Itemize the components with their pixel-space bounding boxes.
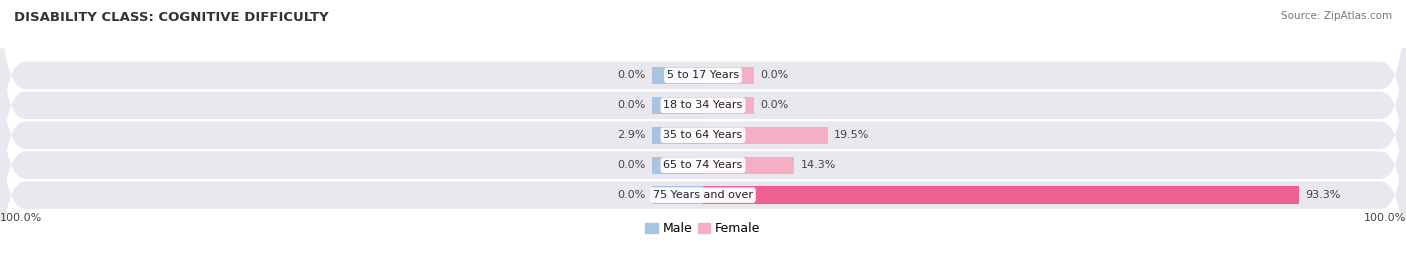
Text: 0.0%: 0.0% <box>617 100 645 110</box>
Text: 0.0%: 0.0% <box>617 160 645 170</box>
Text: DISABILITY CLASS: COGNITIVE DIFFICULTY: DISABILITY CLASS: COGNITIVE DIFFICULTY <box>14 11 329 24</box>
Text: 35 to 64 Years: 35 to 64 Years <box>664 130 742 140</box>
Text: 0.0%: 0.0% <box>761 70 789 80</box>
Bar <box>703 127 828 144</box>
Text: 100.0%: 100.0% <box>0 213 42 222</box>
Bar <box>703 186 1299 204</box>
FancyBboxPatch shape <box>0 59 1406 269</box>
Text: 100.0%: 100.0% <box>1364 213 1406 222</box>
Text: 5 to 17 Years: 5 to 17 Years <box>666 70 740 80</box>
Text: 2.9%: 2.9% <box>617 130 645 140</box>
Bar <box>703 97 754 114</box>
Text: 0.0%: 0.0% <box>617 70 645 80</box>
Bar <box>652 186 703 204</box>
Text: 75 Years and over: 75 Years and over <box>652 190 754 200</box>
Text: Source: ZipAtlas.com: Source: ZipAtlas.com <box>1281 11 1392 21</box>
FancyBboxPatch shape <box>0 29 1406 241</box>
FancyBboxPatch shape <box>0 0 1406 181</box>
Text: 18 to 34 Years: 18 to 34 Years <box>664 100 742 110</box>
Text: 65 to 74 Years: 65 to 74 Years <box>664 160 742 170</box>
Bar <box>703 67 754 84</box>
Bar <box>652 67 703 84</box>
Bar <box>652 157 703 174</box>
Text: 14.3%: 14.3% <box>801 160 837 170</box>
FancyBboxPatch shape <box>0 0 1406 211</box>
Bar <box>652 97 703 114</box>
Legend: Male, Female: Male, Female <box>641 217 765 240</box>
Bar <box>652 127 703 144</box>
Bar <box>703 157 794 174</box>
Text: 0.0%: 0.0% <box>761 100 789 110</box>
Text: 19.5%: 19.5% <box>834 130 869 140</box>
Text: 0.0%: 0.0% <box>617 190 645 200</box>
Text: 93.3%: 93.3% <box>1306 190 1341 200</box>
FancyBboxPatch shape <box>0 89 1406 269</box>
